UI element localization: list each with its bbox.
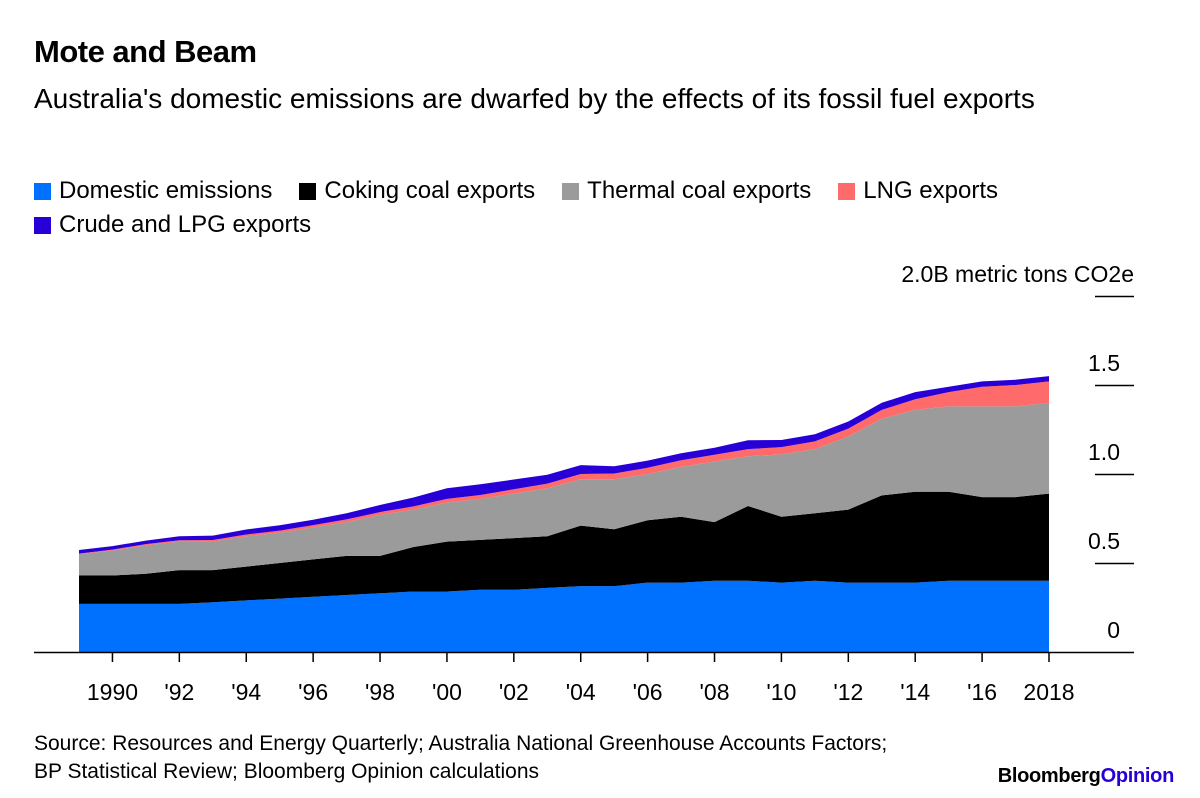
legend-label-thermal: Thermal coal exports bbox=[587, 177, 812, 204]
x-tick-label-2018: 2018 bbox=[1023, 679, 1074, 705]
legend-item-thermal: Thermal coal exports bbox=[562, 177, 811, 205]
x-tick-label-1998: '98 bbox=[365, 679, 395, 705]
x-tick-label-2012: '12 bbox=[833, 679, 863, 705]
x-tick-label-2006: '06 bbox=[633, 679, 663, 705]
legend-item-crude: Crude and LPG exports bbox=[34, 211, 311, 239]
area-thermal-coal-exports bbox=[79, 402, 1049, 576]
x-tick-label-1996: '96 bbox=[298, 679, 328, 705]
x-tick-label-2014: '14 bbox=[900, 679, 930, 705]
y-tick-label-0: 0 bbox=[1107, 617, 1120, 643]
y-tick-label-2: 2.0B metric tons CO2e bbox=[901, 261, 1134, 287]
chart-title: Mote and Beam bbox=[34, 34, 257, 69]
x-tick-label-1992: '92 bbox=[164, 679, 194, 705]
legend-label-coking: Coking coal exports bbox=[324, 177, 536, 204]
legend-swatch-lng bbox=[838, 182, 856, 200]
source-note: Source: Resources and Energy Quarterly; … bbox=[34, 732, 888, 783]
x-tick-label-2010: '10 bbox=[766, 679, 796, 705]
brand-opinion: Opinion bbox=[1100, 765, 1175, 787]
legend-row-1: Domestic emissions Coking coal exports T… bbox=[34, 174, 1174, 208]
brand-bloomberg: Bloomberg bbox=[997, 765, 1101, 787]
legend-item-coking: Coking coal exports bbox=[299, 177, 535, 205]
legend-row-2: Crude and LPG exports bbox=[34, 208, 1174, 242]
legend-label-crude: Crude and LPG exports bbox=[59, 211, 312, 238]
area-domestic-emissions bbox=[79, 580, 1049, 652]
y-tick-label-1: 1.0 bbox=[1088, 439, 1120, 465]
y-tick-label-1-5: 1.5 bbox=[1088, 350, 1120, 376]
x-tick-label-1990: 1990 bbox=[87, 679, 138, 705]
legend-item-domestic: Domestic emissions bbox=[34, 177, 272, 205]
chart-legend: Domestic emissions Coking coal exports T… bbox=[34, 174, 1174, 242]
legend-swatch-domestic bbox=[34, 182, 51, 200]
x-tick-label-2004: '04 bbox=[566, 679, 596, 705]
x-tick-label-2002: '02 bbox=[499, 679, 529, 705]
x-tick-label-2000: '00 bbox=[432, 679, 462, 705]
legend-label-lng: LNG exports bbox=[863, 177, 998, 204]
chart-subtitle: Australia's domestic emissions are dwarf… bbox=[34, 83, 1035, 114]
bloomberg-opinion-logo: BloombergOpinion bbox=[997, 765, 1175, 788]
x-tick-label-1994: '94 bbox=[231, 679, 261, 705]
area-lng-exports bbox=[79, 381, 1049, 555]
legend-swatch-coking bbox=[299, 182, 317, 200]
x-tick-label-2016: '16 bbox=[967, 679, 997, 705]
y-tick-label-0-5: 0.5 bbox=[1088, 528, 1120, 554]
legend-item-lng: LNG exports bbox=[838, 177, 998, 205]
legend-label-domestic: Domestic emissions bbox=[59, 177, 273, 204]
legend-swatch-crude bbox=[34, 216, 51, 234]
area-coking-coal-exports bbox=[79, 491, 1049, 604]
legend-swatch-thermal bbox=[562, 182, 580, 200]
x-tick-label-2008: '08 bbox=[700, 679, 730, 705]
